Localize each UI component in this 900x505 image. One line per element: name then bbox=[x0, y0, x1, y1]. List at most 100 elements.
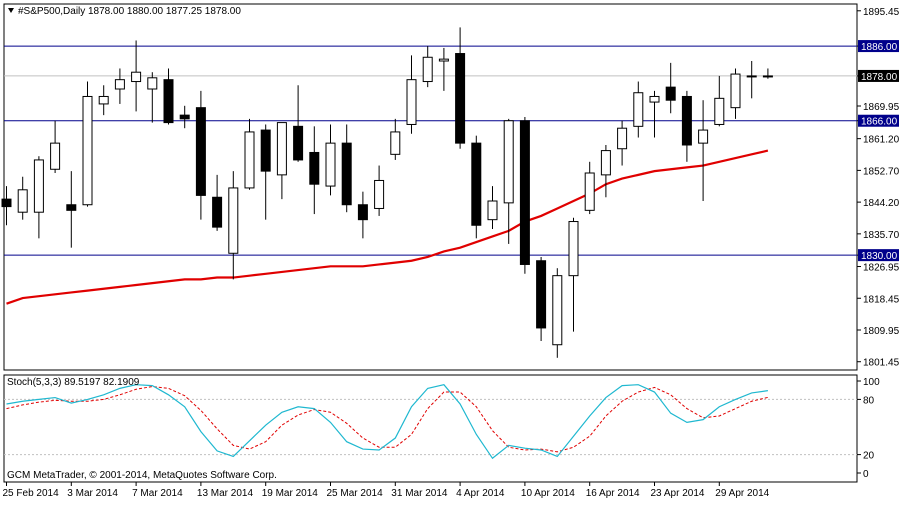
bull-candle-body bbox=[698, 129, 709, 144]
candle bbox=[341, 124, 352, 213]
time-tick-label: 31 Mar 2014 bbox=[391, 488, 448, 499]
candle bbox=[293, 85, 304, 162]
bear-candle-body bbox=[293, 125, 304, 161]
stochastic-main-line bbox=[6, 384, 768, 460]
bear-candle-body bbox=[260, 129, 271, 172]
candle bbox=[260, 124, 271, 220]
candle bbox=[374, 165, 385, 216]
candle bbox=[212, 174, 223, 231]
bear-candle-body bbox=[212, 196, 223, 228]
bull-candle-body bbox=[33, 159, 44, 213]
stochastic-tick-label: 100 bbox=[863, 377, 880, 388]
bear-candle-body bbox=[471, 142, 482, 226]
candle bbox=[471, 135, 482, 239]
bull-candle-body bbox=[82, 95, 93, 206]
bull-candle-body bbox=[633, 92, 644, 127]
candle bbox=[131, 40, 142, 112]
candles-group bbox=[1, 27, 773, 358]
price-tag-label: 1866.00 bbox=[861, 117, 898, 128]
candle bbox=[82, 81, 93, 207]
moving-average-line bbox=[6, 149, 769, 305]
candle bbox=[568, 217, 579, 332]
time-tick-label: 13 Mar 2014 bbox=[197, 488, 254, 499]
stochastic-tick-label: 80 bbox=[863, 395, 875, 406]
candle bbox=[276, 122, 287, 200]
price-tick-label: 1861.20 bbox=[863, 135, 900, 146]
candle bbox=[163, 68, 174, 125]
candle bbox=[730, 68, 741, 119]
bear-candle-body bbox=[536, 260, 547, 329]
bull-candle-body bbox=[552, 275, 563, 346]
stochastic-tick-label: 0 bbox=[863, 469, 869, 480]
price-tick-label: 1826.95 bbox=[863, 263, 900, 274]
bear-candle-body bbox=[519, 120, 530, 265]
stochastic-panel-frame bbox=[3, 374, 858, 483]
candle bbox=[617, 120, 628, 166]
price-tick-label: 1818.45 bbox=[863, 294, 900, 305]
bull-candle-body bbox=[17, 189, 28, 213]
bear-candle-body bbox=[309, 151, 320, 185]
time-tick-label: 16 Apr 2014 bbox=[586, 488, 640, 499]
candle bbox=[50, 120, 61, 173]
time-axis: 25 Feb 2014 3 Mar 2014 7 Mar 2014 13 Mar 20… bbox=[3, 482, 770, 499]
price-tag-background bbox=[858, 114, 899, 127]
bull-candle-body bbox=[131, 71, 142, 83]
candle bbox=[17, 176, 28, 220]
candle bbox=[244, 118, 255, 190]
bull-candle-body bbox=[244, 131, 255, 189]
bull-candle-body bbox=[50, 142, 61, 170]
candle bbox=[584, 161, 595, 215]
bear-candle-body bbox=[681, 95, 692, 146]
candle bbox=[698, 100, 709, 201]
candle bbox=[714, 75, 725, 127]
candle bbox=[195, 90, 206, 220]
candle bbox=[114, 68, 125, 104]
stochastic-signal-line bbox=[6, 386, 769, 453]
price-tick-label: 1844.20 bbox=[863, 198, 900, 209]
bull-candle-body bbox=[617, 127, 628, 150]
price-tag-label: 1830.00 bbox=[861, 251, 898, 262]
candle bbox=[649, 90, 660, 138]
time-tick-label: 23 Apr 2014 bbox=[651, 488, 705, 499]
bull-candle-body bbox=[114, 79, 125, 90]
candle bbox=[487, 186, 498, 229]
bear-candle-body bbox=[357, 204, 368, 221]
copyright-text: GCM MetaTrader, © 2001-2014, MetaQuotes … bbox=[7, 470, 277, 481]
main-chart-frame bbox=[3, 3, 858, 371]
price-tag-label: 1886.00 bbox=[861, 42, 898, 53]
candle bbox=[438, 47, 449, 91]
time-tick-label: 7 Mar 2014 bbox=[132, 488, 183, 499]
price-tag-background bbox=[858, 40, 899, 53]
bull-candle-body bbox=[730, 73, 741, 109]
time-tick-label: 4 Apr 2014 bbox=[456, 488, 505, 499]
bear-candle-body bbox=[665, 86, 676, 101]
time-tick-label: 25 Mar 2014 bbox=[327, 488, 384, 499]
bull-candle-body bbox=[374, 179, 385, 209]
bear-candle-body bbox=[195, 107, 206, 196]
symbol-header: #S&P500,Daily 1878.00 1880.00 1877.25 18… bbox=[8, 6, 241, 17]
price-tick-label: 1869.95 bbox=[863, 102, 900, 113]
price-tag-label: 1878.00 bbox=[861, 72, 898, 83]
candle bbox=[536, 257, 547, 341]
price-tick-label: 1835.70 bbox=[863, 230, 900, 241]
stochastic-lines-group bbox=[4, 384, 857, 460]
bull-candle-body bbox=[714, 97, 725, 125]
candle bbox=[1, 186, 12, 226]
bull-candle-body bbox=[762, 75, 773, 78]
candle bbox=[455, 27, 466, 149]
candle bbox=[33, 156, 44, 239]
candle bbox=[98, 85, 109, 116]
moving-average-group bbox=[6, 149, 769, 305]
time-tick-label: 25 Feb 2014 bbox=[3, 488, 60, 499]
bull-candle-body bbox=[746, 75, 757, 78]
bear-candle-body bbox=[163, 79, 174, 124]
collapse-triangle-icon[interactable] bbox=[8, 8, 14, 13]
price-tag-background bbox=[858, 249, 899, 262]
bull-candle-body bbox=[600, 150, 611, 176]
bull-candle-body bbox=[649, 95, 660, 103]
bull-candle-body bbox=[228, 187, 239, 254]
bull-candle-body bbox=[406, 79, 417, 125]
candle bbox=[633, 81, 644, 138]
